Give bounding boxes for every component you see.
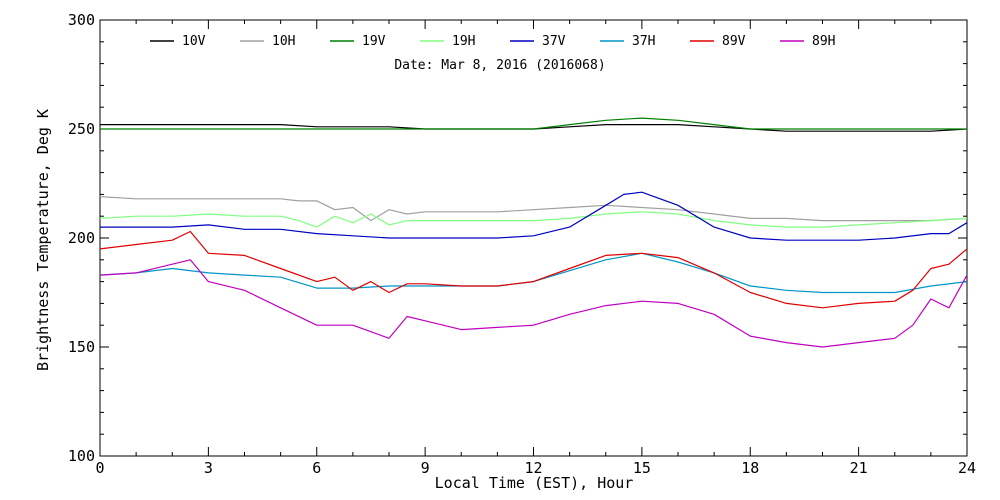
x-tick-label: 9 — [421, 459, 430, 477]
y-axis: 100 150 200 250 300 — [68, 11, 967, 465]
legend-label-37h: 37H — [632, 34, 655, 49]
plot-border — [99, 19, 968, 457]
x-tick-label: 6 — [312, 459, 321, 477]
date-label: Date: Mar 8, 2016 (2016068) — [394, 58, 605, 73]
y-tick-label: 250 — [68, 120, 95, 138]
series-line-89h — [99, 259, 968, 348]
series-line-10v — [100, 123, 968, 132]
x-tick-label: 24 — [958, 459, 976, 477]
legend-label-89v: 89V — [722, 34, 746, 49]
series-line-37v — [100, 191, 968, 241]
legend-label-89h: 89H — [812, 34, 835, 49]
plot-frame — [99, 19, 968, 457]
x-tick-label: 12 — [524, 459, 542, 477]
legend: 10V 10H 19V 19H 37V 37H 89V 89H — [150, 34, 835, 49]
legend-label-19v: 19V — [362, 34, 386, 49]
y-axis-title: Brightness Temperature, Deg K — [34, 109, 52, 371]
legend-label-19h: 19H — [452, 34, 475, 49]
x-axis: 0 3 6 9 12 15 18 21 24 — [95, 20, 976, 477]
y-tick-label: 100 — [68, 447, 95, 465]
legend-label-10v: 10V — [182, 34, 206, 49]
x-tick-label: 15 — [633, 459, 651, 477]
x-tick-label: 18 — [741, 459, 759, 477]
legend-label-37v: 37V — [542, 34, 566, 49]
y-tick-label: 150 — [68, 338, 95, 356]
series-line-89v — [99, 230, 968, 309]
y-tick-label: 300 — [68, 11, 95, 29]
series-line-19h — [99, 211, 968, 228]
x-axis-title: Local Time (EST), Hour — [435, 474, 634, 492]
series-line-19v — [100, 117, 967, 130]
legend-label-10h: 10H — [272, 34, 295, 49]
x-tick-label: 21 — [850, 459, 868, 477]
series-lines — [99, 117, 968, 348]
x-tick-label: 3 — [204, 459, 213, 477]
x-tick-label: 0 — [95, 459, 104, 477]
series-line-10h — [99, 196, 968, 222]
y-tick-label: 200 — [68, 229, 95, 247]
